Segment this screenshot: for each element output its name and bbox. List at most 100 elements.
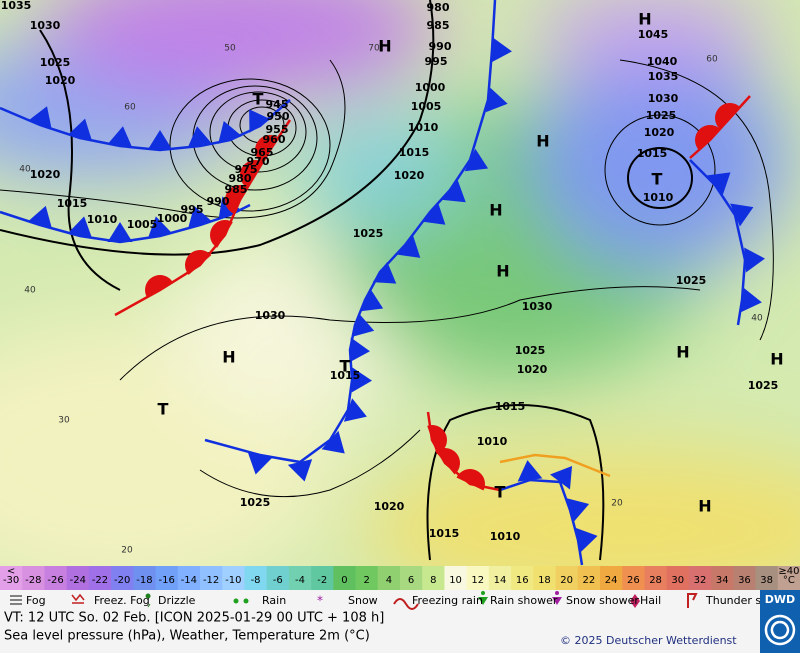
scale-label: 10 (449, 575, 462, 586)
isobar-label: 1010 (643, 191, 674, 204)
scale-cell (311, 566, 334, 590)
scale-label: -22 (92, 575, 108, 586)
scale-label: 8 (430, 575, 436, 586)
logo-background (760, 590, 800, 653)
scale-upper: < (7, 566, 15, 577)
isobar-label: 1045 (638, 28, 669, 41)
isobar-label: 1030 (522, 300, 553, 313)
isobar-label: 980 (229, 172, 252, 185)
isobar-label: 1005 (127, 218, 158, 231)
isobar-label: 975 (235, 163, 258, 176)
isobar-label: 1015 (57, 197, 88, 210)
scale-cell (88, 566, 112, 590)
scale-cell (688, 566, 712, 590)
isobar-label: 1020 (644, 126, 675, 139)
scale-label: 16 (516, 575, 529, 586)
scale-label: -10 (225, 575, 241, 586)
pressure-center: H (489, 201, 502, 220)
scale-cell (0, 566, 23, 590)
pressure-center: H (698, 497, 711, 516)
scale-cell (266, 566, 290, 590)
scale-cell (244, 566, 268, 590)
scale-cell (66, 566, 90, 590)
scale-label: -16 (158, 575, 174, 586)
pressure-center: T (340, 357, 351, 376)
isotherm-label: 20 (611, 499, 623, 509)
scale-cell (733, 566, 757, 590)
scale-cell (288, 566, 312, 590)
scale-cell (755, 566, 779, 590)
legend-label: Drizzle (158, 594, 196, 607)
scale-label: 12 (471, 575, 484, 586)
pressure-center: H (222, 348, 235, 367)
scale-cell (533, 566, 557, 590)
scale-label: -14 (181, 575, 197, 586)
isotherm-label: 40 (19, 165, 31, 175)
isobar-label: 1020 (30, 168, 61, 181)
scale-cell (600, 566, 623, 590)
legend-label: Freez. Fog (94, 594, 150, 607)
scale-label: -4 (295, 575, 305, 586)
isobar-label: 1035 (1, 0, 32, 12)
scale-label: 38 (760, 575, 773, 586)
scale-cell (177, 566, 201, 590)
isobar-label: 1040 (647, 55, 678, 68)
scale-cell (355, 566, 379, 590)
svg-text:*: * (317, 594, 323, 608)
scale-cell (377, 566, 401, 590)
isobar-label: 1020 (374, 500, 405, 513)
isotherm-label: 60 (706, 55, 718, 65)
scale-cell (333, 566, 357, 590)
scale-cell (577, 566, 601, 590)
pressure-center: H (638, 10, 651, 29)
scale-label: 28 (649, 575, 662, 586)
isobar-label: 1015 (637, 147, 668, 160)
valid-time: VT: 12 UTC So. 02 Feb. [ICON 2025-01-29 … (4, 611, 384, 626)
legend-label: Fog (26, 594, 46, 607)
scale-cell (133, 566, 157, 590)
scale-cell (666, 566, 690, 590)
pressure-center: H (496, 262, 509, 281)
scale-label: 6 (408, 575, 414, 586)
scale-cell (644, 566, 668, 590)
legend-label: Rain (262, 594, 286, 607)
scale-cell (400, 566, 423, 590)
isobar-label: 1035 (648, 70, 679, 83)
pressure-center: H (378, 37, 391, 56)
isobar-label: 985 (427, 19, 450, 32)
scale-cell (222, 566, 245, 590)
pressure-center: T (253, 90, 264, 109)
isobar-label: 1020 (517, 363, 548, 376)
map-background (0, 0, 800, 610)
legend-label: Hail (640, 594, 661, 607)
pressure-center: H (676, 343, 689, 362)
legend-label: Snow shower (566, 594, 639, 607)
scale-label: 20 (560, 575, 573, 586)
scale-label: 32 (694, 575, 707, 586)
scale-label: 24 (605, 575, 618, 586)
scale-label: 14 (494, 575, 507, 586)
isotherm-label: 50 (224, 44, 236, 54)
isobar-label: 1010 (490, 530, 521, 543)
isobar-label: 1025 (646, 109, 677, 122)
isotherm-label: 60 (124, 103, 136, 113)
isobar-label: 960 (263, 133, 286, 146)
scale-cell (711, 566, 734, 590)
isotherm-label: 40 (751, 314, 763, 324)
temperature-scale: -30 -28 -26 -24 -22 -20 -18 -16 -14 -12 -10 -8 -6 -4-… (0, 566, 800, 590)
isobar-label: 1025 (676, 274, 707, 287)
pressure-center: H (770, 350, 783, 369)
isobar-label: 1015 (399, 146, 430, 159)
scale-label: -20 (114, 575, 130, 586)
pressure-center: T (158, 400, 169, 419)
scale-label: 36 (738, 575, 751, 586)
isobar-label: 1030 (255, 309, 286, 322)
isobar-label: 990 (207, 195, 230, 208)
scale-label: 4 (386, 575, 392, 586)
copyright: © 2025 Deutscher Wetterdienst (560, 634, 737, 647)
isobar-label: 980 (427, 1, 450, 14)
scale-cell (444, 566, 468, 590)
